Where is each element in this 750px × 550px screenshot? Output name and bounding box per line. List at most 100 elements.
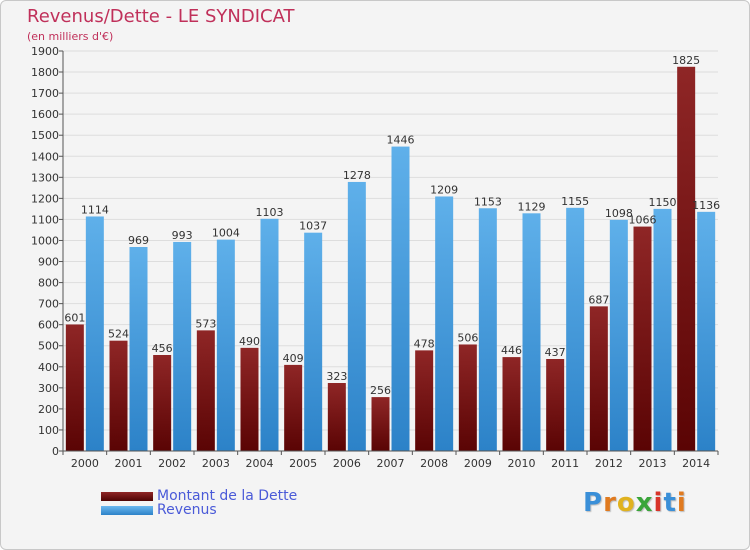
bar-debt-2007 xyxy=(371,397,390,451)
y-tick-label: 1000 xyxy=(31,234,59,247)
x-tick-label: 2008 xyxy=(420,457,448,470)
data-label-revenue: 1114 xyxy=(81,203,109,216)
data-label-revenue: 1278 xyxy=(343,169,371,182)
bar-debt-2010 xyxy=(502,357,521,451)
bar-revenue-2001 xyxy=(129,247,148,451)
bar-revenue-2007 xyxy=(391,146,410,451)
y-tick-label: 1200 xyxy=(31,192,59,205)
data-label-debt: 601 xyxy=(64,311,85,324)
y-tick-label: 1600 xyxy=(31,108,59,121)
x-tick-label: 2004 xyxy=(246,457,274,470)
data-label-debt: 446 xyxy=(501,344,522,357)
data-label-revenue: 1037 xyxy=(299,220,327,233)
legend-label-debt: Montant de la Dette xyxy=(157,488,298,504)
logo-letter: i xyxy=(653,488,664,518)
x-tick-label: 2012 xyxy=(595,457,623,470)
chart-title: Revenus/Dette - LE SYNDICAT xyxy=(27,6,295,27)
x-tick-label: 2009 xyxy=(464,457,492,470)
logo-letter: i xyxy=(676,488,687,518)
y-tick-label: 800 xyxy=(38,277,59,290)
bar-revenue-2009 xyxy=(478,208,497,451)
data-label-debt: 456 xyxy=(152,342,173,355)
data-label-debt: 524 xyxy=(108,328,129,341)
grid-lines xyxy=(63,50,718,452)
y-tick-label: 1800 xyxy=(31,66,59,79)
bar-debt-2013 xyxy=(633,226,652,451)
proxiti-logo: Proxiti xyxy=(583,488,687,518)
data-label-revenue: 1129 xyxy=(518,200,546,213)
data-label-debt: 573 xyxy=(195,317,216,330)
x-tick-label: 2001 xyxy=(115,457,143,470)
data-label-revenue: 1209 xyxy=(430,183,458,196)
data-label-revenue: 1098 xyxy=(605,207,633,220)
bar-debt-2000 xyxy=(65,324,84,451)
x-tick-label: 2014 xyxy=(682,457,710,470)
data-label-revenue: 1136 xyxy=(692,199,720,212)
y-tick-label: 900 xyxy=(38,256,59,269)
bar-debt-2005 xyxy=(284,364,303,451)
data-label-debt: 256 xyxy=(370,384,391,397)
y-tick-label: 600 xyxy=(38,319,59,332)
x-tick-label: 2002 xyxy=(158,457,186,470)
bar-debt-2001 xyxy=(109,340,128,451)
logo-letter: r xyxy=(603,488,617,518)
axes: 0 100 200 300 400 500 600 700 800 900 1000 1100 1200… xyxy=(31,45,719,470)
x-tick-label: 2000 xyxy=(71,457,99,470)
logo-letter: t xyxy=(663,488,677,518)
x-tick-label: 2010 xyxy=(508,457,536,470)
y-tick-label: 1400 xyxy=(31,150,59,163)
bar-revenue-2006 xyxy=(347,181,366,451)
data-label-debt: 1066 xyxy=(629,214,657,227)
data-label-debt: 409 xyxy=(283,352,304,365)
bar-revenue-2013 xyxy=(653,208,672,451)
data-label-revenue: 1150 xyxy=(649,196,677,209)
bar-debt-2009 xyxy=(458,344,477,451)
data-label-revenue: 1004 xyxy=(212,227,240,240)
bar-revenue-2008 xyxy=(435,196,454,451)
data-label-revenue: 1103 xyxy=(256,206,284,219)
chart-subtitle: (en milliers d'€) xyxy=(27,30,114,43)
bar-revenue-2005 xyxy=(304,232,323,451)
x-tick-label: 2006 xyxy=(333,457,361,470)
bar-revenue-2004 xyxy=(260,218,279,451)
data-label-revenue: 1446 xyxy=(387,134,415,147)
y-tick-label: 300 xyxy=(38,382,59,395)
legend-label-revenue: Revenus xyxy=(157,502,217,518)
y-tick-label: 200 xyxy=(38,403,59,416)
y-tick-label: 1700 xyxy=(31,87,59,100)
y-tick-label: 1900 xyxy=(31,45,59,58)
data-label-debt: 323 xyxy=(326,370,347,383)
bar-revenue-2003 xyxy=(216,239,235,451)
x-tick-label: 2005 xyxy=(289,457,317,470)
bar-debt-2008 xyxy=(415,350,434,451)
data-label-debt: 437 xyxy=(545,346,566,359)
bar-revenue-2000 xyxy=(85,216,104,451)
bar-debt-2014 xyxy=(677,66,696,451)
data-label-debt: 1825 xyxy=(672,54,700,67)
x-tick-label: 2013 xyxy=(639,457,667,470)
y-tick-label: 1100 xyxy=(31,213,59,226)
legend-swatch-revenue xyxy=(101,506,153,515)
x-tick-label: 2003 xyxy=(202,457,230,470)
bar-revenue-2012 xyxy=(609,219,628,451)
y-tick-label: 100 xyxy=(38,424,59,437)
x-tick-label: 2011 xyxy=(551,457,579,470)
y-tick-label: 1500 xyxy=(31,129,59,142)
bar-revenue-2010 xyxy=(522,213,541,451)
y-tick-label: 500 xyxy=(38,340,59,353)
data-label-debt: 687 xyxy=(588,293,609,306)
bar-debt-2006 xyxy=(327,383,346,451)
bars: 601 1114 524 969 456 993 573 1004 490 1103 409 1037… xyxy=(64,54,720,451)
data-label-revenue: 1155 xyxy=(561,195,589,208)
logo-letter: P xyxy=(583,488,604,518)
bar-revenue-2011 xyxy=(566,207,585,451)
y-tick-label: 700 xyxy=(38,298,59,311)
x-tick-label: 2007 xyxy=(377,457,405,470)
logo-letter: o xyxy=(616,488,636,518)
data-label-debt: 506 xyxy=(457,331,478,344)
data-label-debt: 478 xyxy=(414,337,435,350)
bar-debt-2003 xyxy=(196,330,215,451)
data-label-revenue: 969 xyxy=(128,234,149,247)
